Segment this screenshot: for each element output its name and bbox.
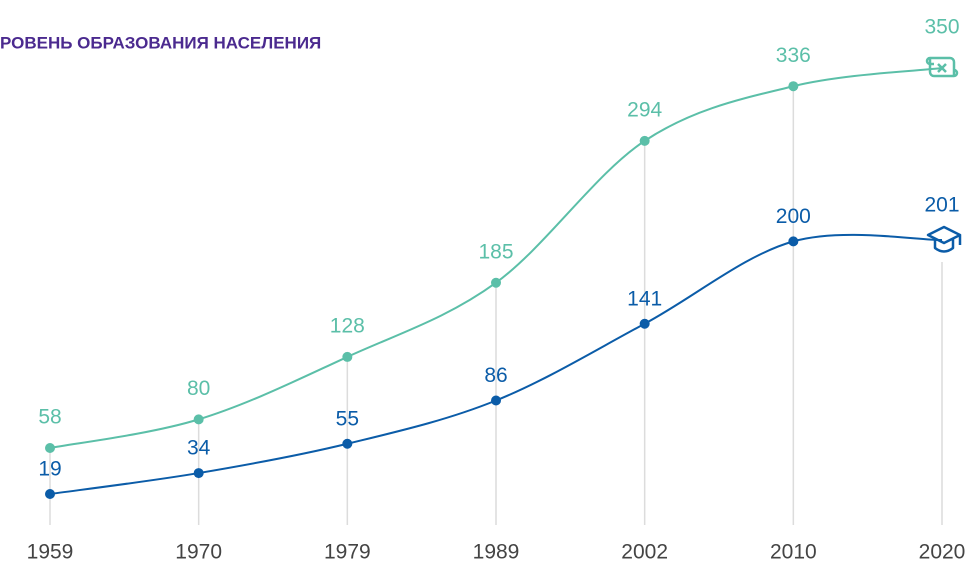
- x-tick-label: 1970: [175, 541, 222, 564]
- data-label: 201: [924, 194, 959, 217]
- data-label: 141: [627, 287, 662, 310]
- data-label: 34: [187, 437, 211, 460]
- chart-title: РОВЕНЬ ОБРАЗОВАНИЯ НАСЕЛЕНИЯ: [0, 33, 321, 52]
- data-point: [342, 438, 353, 449]
- data-label: 86: [484, 364, 507, 387]
- x-tick-label: 2020: [919, 541, 966, 564]
- series-icon: [926, 225, 962, 253]
- x-tick-label: 1989: [473, 541, 520, 564]
- guide-lines: [49, 86, 943, 525]
- data-label: 350: [924, 16, 959, 39]
- data-label: 336: [776, 44, 811, 67]
- diploma-icon-shape: [925, 56, 959, 78]
- data-point: [788, 81, 799, 92]
- data-point: [193, 414, 204, 425]
- data-point: [639, 318, 650, 329]
- data-label: 58: [38, 406, 61, 429]
- x-tick-label: 2002: [621, 541, 668, 564]
- x-tick-label: 1979: [324, 541, 371, 564]
- x-tick-label: 2010: [770, 541, 817, 564]
- data-point: [639, 135, 650, 146]
- series-icon: [925, 56, 959, 78]
- data-label: 55: [336, 407, 359, 430]
- data-label: 128: [330, 314, 365, 337]
- data-label: 185: [478, 240, 513, 263]
- data-point: [193, 468, 204, 479]
- data-label: 294: [627, 98, 662, 121]
- data-point: [45, 489, 55, 499]
- cap-icon-shape: [926, 225, 962, 253]
- data-label: 200: [776, 205, 811, 228]
- data-label: 80: [187, 377, 210, 400]
- data-point: [342, 351, 353, 362]
- data-point: [788, 236, 799, 247]
- x-tick-label: 1959: [27, 541, 74, 564]
- data-label: 19: [38, 458, 61, 481]
- data-point: [491, 395, 501, 406]
- data-point: [491, 277, 501, 288]
- data-point: [45, 443, 55, 453]
